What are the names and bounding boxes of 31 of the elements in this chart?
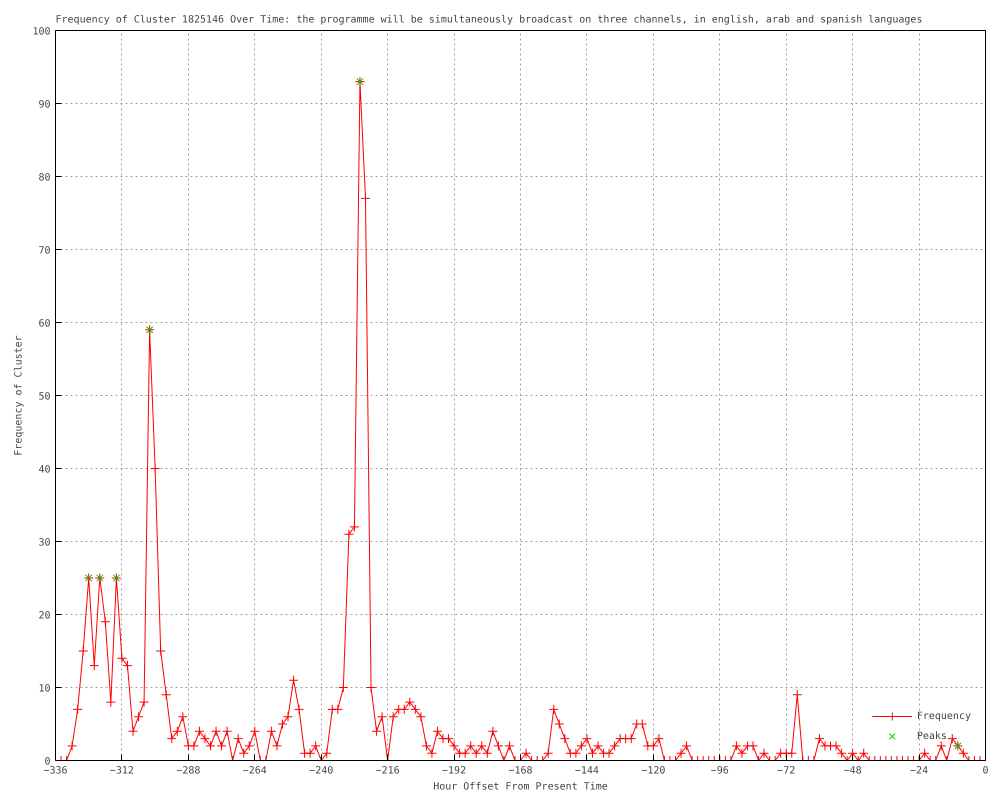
- y-tick-label: 0: [44, 756, 51, 768]
- x-tick-label: −216: [376, 766, 400, 776]
- x-tick-label: −288: [176, 766, 200, 776]
- x-tick-label: −240: [309, 766, 334, 776]
- x-tick-label: −96: [710, 766, 729, 776]
- x-tick-label: −264: [242, 766, 267, 776]
- y-axis-title: Frequency of Cluster: [13, 335, 24, 456]
- y-tick-label: 90: [38, 100, 51, 110]
- x-tick-label: −24: [910, 766, 928, 776]
- x-tick-label: −72: [777, 766, 796, 776]
- x-tick-label: −144: [574, 766, 599, 776]
- x-tick-label: −120: [641, 766, 666, 776]
- y-tick-label: 50: [38, 392, 51, 402]
- x-tick-label: −168: [508, 766, 533, 776]
- y-tick-label: 80: [38, 172, 51, 184]
- legend-label: Frequency: [916, 710, 971, 722]
- legend-label: Peaks: [916, 730, 947, 742]
- y-tick-label: 10: [38, 684, 51, 694]
- y-tick-label: 70: [38, 246, 51, 256]
- x-tick-label: −48: [844, 766, 862, 776]
- x-tick-label: 0: [982, 766, 989, 776]
- chart-title: Frequency of Cluster 1825146 Over Time: the programme will be simultaneously broadcast on three channels, in english, arab and spanish languages: [56, 14, 922, 26]
- x-tick-label: −336: [43, 766, 68, 776]
- y-tick-label: 30: [38, 538, 51, 548]
- y-tick-label: 20: [38, 610, 51, 622]
- x-tick-label: −192: [442, 766, 466, 776]
- x-tick-label: −312: [110, 766, 134, 776]
- y-tick-label: 60: [38, 318, 51, 330]
- y-tick-label: 100: [32, 26, 50, 38]
- y-tick-label: 40: [38, 464, 51, 476]
- x-axis-title: Hour Offset From Present Time: [433, 782, 608, 792]
